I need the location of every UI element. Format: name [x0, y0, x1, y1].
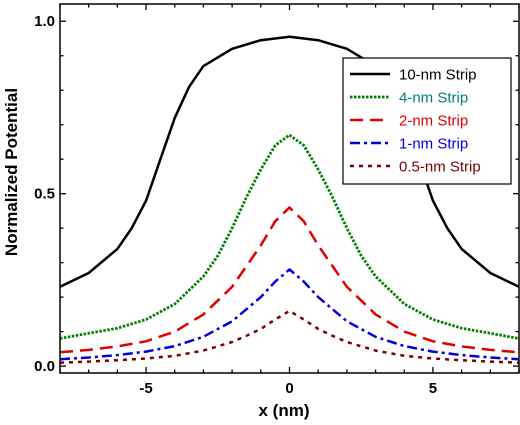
x-tick-label: 0 — [285, 380, 293, 397]
legend-label: 10-nm Strip — [399, 67, 477, 84]
x-axis-label: x (nm) — [259, 401, 310, 420]
x-axis-ticks: -5 0 5 — [59, 4, 520, 397]
series-line-2 — [60, 206, 519, 354]
series-line-1 — [60, 133, 519, 340]
y-tick-label: 0.0 — [34, 358, 55, 375]
legend-label: 4-nm Strip — [399, 90, 468, 107]
y-tick-label: 0.5 — [34, 186, 55, 203]
y-tick-label: 1.0 — [34, 13, 55, 30]
legend-label: 2-nm Strip — [399, 113, 468, 130]
series-line-0 — [60, 35, 519, 288]
y-axis-ticks: 0.0 0.5 1.0 — [34, 13, 519, 375]
series-line-3 — [60, 268, 519, 361]
x-tick-label: -5 — [139, 380, 152, 397]
x-tick-label: 5 — [429, 380, 437, 397]
legend: 10-nm Strip 4-nm Strip 2-nm Strip 1-nm Stri… — [342, 57, 512, 185]
y-axis-label: Normalized Potential — [2, 88, 21, 256]
legend-label: 1-nm Strip — [399, 136, 468, 153]
legend-label: 0.5-nm Strip — [399, 159, 481, 176]
